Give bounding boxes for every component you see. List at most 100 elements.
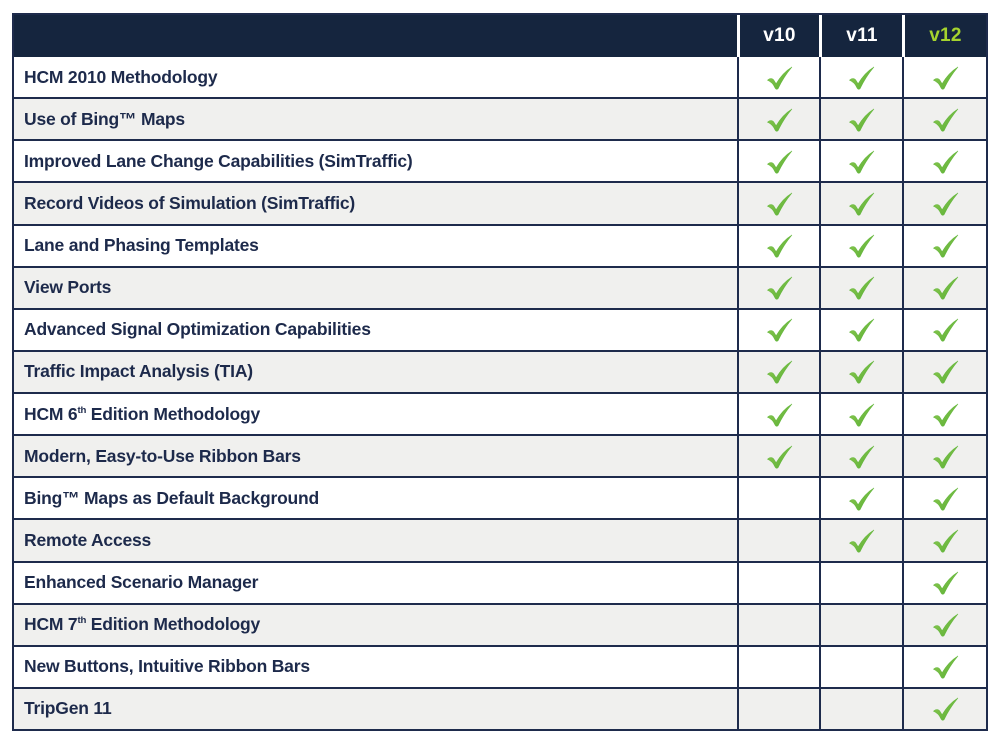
check-icon [932,698,958,721]
feature-label-cell: TripGen 11 [14,689,737,729]
check-icon [766,192,792,216]
table-row: Enhanced Scenario Manager [14,560,986,603]
feature-label-cell: HCM 2010 Methodology [14,57,737,97]
table-row: Remote Access [14,518,986,561]
feature-label-cell: Traffic Impact Analysis (TIA) [14,352,737,392]
table-row: Use of Bing™ Maps [14,97,986,140]
feature-label-cell: HCM 7th Edition Methodology [14,605,737,645]
check-cell-v12 [902,394,986,435]
check-cell-v12 [902,688,986,729]
feature-label: Enhanced Scenario Manager [24,572,259,593]
check-cell-v11 [819,688,902,729]
feature-label: HCM 7th Edition Methodology [24,614,261,635]
check-icon [848,234,875,258]
check-cell-v10 [737,309,819,350]
check-cell-v11 [819,562,902,603]
check-icon [766,276,792,300]
check-icon [932,529,958,553]
check-cell-v12 [902,99,986,140]
check-icon [766,108,792,132]
check-cell-v11 [819,99,902,140]
table-header-row: v10 v11 v12 [14,15,986,57]
feature-label: HCM 2010 Methodology [24,66,218,87]
table-row: HCM 6th Edition Methodology [14,392,986,435]
check-cell-v11 [819,309,902,350]
check-icon [932,656,958,679]
feature-label: New Buttons, Intuitive Ribbon Bars [24,656,310,677]
check-cell-v11 [819,478,902,519]
check-cell-v12 [902,478,986,519]
check-cell-v12 [902,520,986,561]
check-icon [932,361,958,384]
feature-comparison-table: v10 v11 v12 HCM 2010 Methodology Use of … [12,13,988,731]
table-row: Traffic Impact Analysis (TIA) [14,349,986,392]
check-cell-v10 [737,141,819,182]
check-cell-v11 [819,57,902,98]
check-cell-v11 [819,436,902,477]
table-row: HCM 2010 Methodology [14,57,986,98]
feature-label-cell: View Ports [14,268,737,308]
check-cell-v11 [819,225,902,266]
check-cell-v10 [737,351,819,392]
check-cell-v11 [819,394,902,435]
check-icon [932,66,958,90]
check-cell-v12 [902,183,986,224]
check-icon [766,361,792,384]
check-cell-v12 [902,436,986,477]
check-cell-v10 [737,99,819,140]
feature-label-cell: Advanced Signal Optimization Capabilitie… [14,310,737,350]
feature-label: Advanced Signal Optimization Capabilitie… [24,319,371,340]
table-row: TripGen 11 [14,686,986,729]
table-row: HCM 7th Edition Methodology [14,602,986,645]
check-icon [932,108,958,132]
table-row: View Ports [14,265,986,308]
check-cell-v10 [737,562,819,603]
check-icon [848,66,875,90]
feature-label-cell: New Buttons, Intuitive Ribbon Bars [14,647,737,687]
feature-label-cell: Lane and Phasing Templates [14,226,737,266]
table-row: Advanced Signal Optimization Capabilitie… [14,307,986,350]
check-icon [932,445,958,469]
check-icon [848,319,875,342]
feature-label: Traffic Impact Analysis (TIA) [24,361,253,382]
check-icon [848,150,875,174]
check-cell-v11 [819,183,902,224]
table-row: Modern, Easy-to-Use Ribbon Bars [14,434,986,477]
feature-label-cell: Bing™ Maps as Default Background [14,478,737,518]
feature-label-cell: Use of Bing™ Maps [14,99,737,139]
feature-label-cell: HCM 6th Edition Methodology [14,394,737,434]
check-icon [766,66,792,90]
feature-label-cell: Modern, Easy-to-Use Ribbon Bars [14,436,737,476]
check-cell-v12 [902,141,986,182]
feature-label-cell: Improved Lane Change Capabilities (SimTr… [14,141,737,181]
check-cell-v12 [902,604,986,645]
check-icon [848,445,875,469]
check-icon [848,108,875,132]
check-cell-v10 [737,183,819,224]
check-cell-v12 [902,562,986,603]
check-cell-v11 [819,141,902,182]
table-row: Lane and Phasing Templates [14,223,986,266]
check-icon [932,192,958,216]
header-feature-cell [14,15,737,57]
feature-label: Lane and Phasing Templates [24,235,259,256]
check-cell-v10 [737,436,819,477]
check-cell-v11 [819,351,902,392]
feature-label: Record Videos of Simulation (SimTraffic) [24,192,356,213]
check-cell-v11 [819,646,902,687]
check-icon [932,319,958,342]
feature-label-cell: Record Videos of Simulation (SimTraffic) [14,183,737,223]
check-cell-v12 [902,57,986,98]
check-cell-v10 [737,520,819,561]
feature-label: Remote Access [24,529,152,550]
check-cell-v10 [737,225,819,266]
check-icon [848,529,875,553]
header-v11: v11 [819,15,902,57]
feature-label-cell: Remote Access [14,520,737,560]
table-row: Bing™ Maps as Default Background [14,476,986,519]
check-cell-v10 [737,646,819,687]
header-v10: v10 [737,15,819,57]
check-icon [848,361,875,384]
check-icon [848,192,875,216]
check-icon [766,319,792,342]
